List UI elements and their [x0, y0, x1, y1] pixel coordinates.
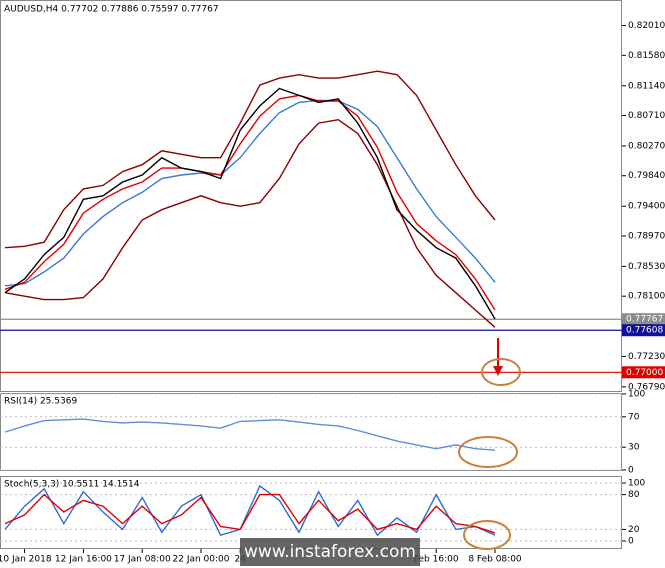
y-tick-label: 30 — [628, 443, 640, 453]
series-line — [4, 493, 496, 534]
main-panel — [0, 0, 622, 392]
y-tick-label: 20 — [628, 525, 640, 535]
rsi-title: RSI(14) 25.5369 — [4, 397, 77, 407]
x-tick-label: 12 Jan 16:00 — [55, 555, 112, 565]
y-tick-label: 0 — [628, 466, 634, 476]
level-label-box — [622, 324, 665, 337]
y-tick-label: 80 — [628, 490, 640, 500]
x-tick-label: 17 Jan 08:00 — [114, 555, 171, 565]
series-line — [4, 94, 496, 311]
level-label-box — [622, 313, 665, 326]
highlight — [463, 520, 511, 550]
series-line — [4, 99, 496, 287]
y-tick-label: 0 — [628, 537, 634, 547]
series-line — [4, 418, 496, 451]
level-label: 0.77767 — [626, 315, 663, 325]
chart-title: AUDUSD,H4 0.77702 0.77886 0.75597 0.7776… — [4, 5, 219, 15]
y-tick-label: 0.78100 — [628, 292, 665, 302]
y-tick-label: 100 — [628, 390, 645, 400]
series-line — [4, 70, 496, 249]
y-tick-label: 0.76790 — [628, 382, 665, 392]
watermark-box — [240, 538, 420, 566]
series-line — [4, 118, 496, 328]
y-tick-label: 0.79840 — [628, 171, 665, 181]
x-tick-label: Feb 16:00 — [414, 555, 459, 565]
y-tick-label: 0.77230 — [628, 352, 665, 362]
series-line — [4, 484, 496, 537]
stoch-title: Stoch(5,3,3) 10.5511 14.1514 — [4, 480, 140, 490]
y-tick-label: 0.82010 — [628, 21, 665, 31]
level-label: 0.77608 — [626, 326, 663, 336]
level-label: 0.77000 — [626, 368, 663, 378]
y-tick-label: 0.80270 — [628, 141, 665, 151]
highlight — [481, 358, 521, 386]
y-tick-label: 0.80710 — [628, 111, 665, 121]
rsi-panel — [0, 393, 622, 471]
highlight — [458, 436, 518, 468]
y-tick-label: 100 — [628, 479, 645, 489]
y-tick-label: 0.81140 — [628, 81, 665, 91]
x-tick-label: 8 Feb 08:00 — [468, 555, 522, 565]
y-tick-label: 0.78530 — [628, 262, 665, 272]
arrow-head — [493, 366, 503, 376]
y-tick-label: 0.78970 — [628, 231, 665, 241]
watermark: www.instaforex.com — [244, 542, 416, 562]
x-tick-label: 10 Jan 2018 — [0, 555, 52, 565]
y-tick-label: 70 — [628, 412, 640, 422]
y-tick-label: 0.81580 — [628, 51, 665, 61]
series-line — [4, 87, 496, 320]
level-label-box — [622, 366, 665, 379]
x-tick-label: 22 Jan 00:00 — [173, 555, 230, 565]
y-tick-label: 0.79400 — [628, 202, 665, 212]
